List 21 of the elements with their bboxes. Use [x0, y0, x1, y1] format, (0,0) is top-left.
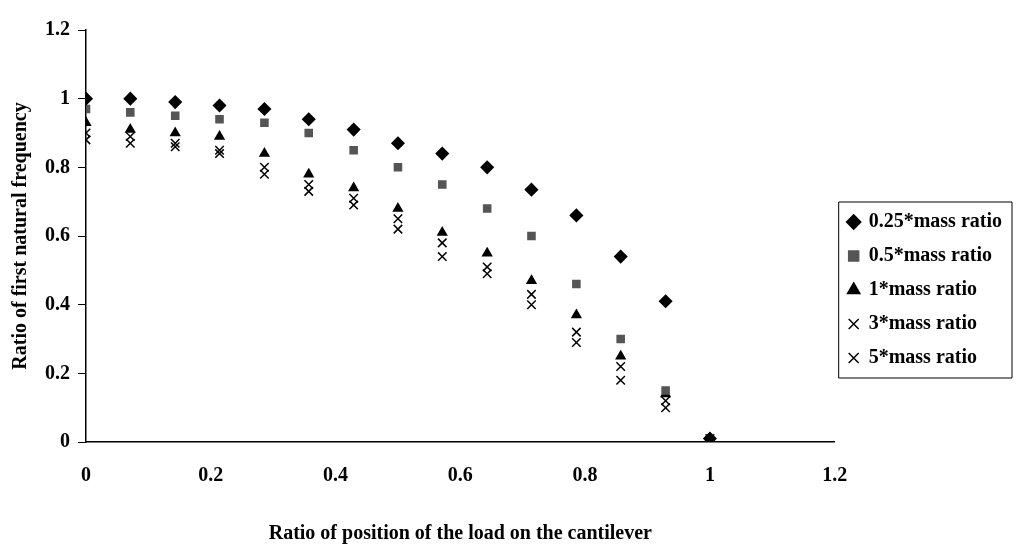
- y-tick-label: 0.6: [45, 223, 70, 246]
- x-tick-label: 0.8: [572, 463, 598, 486]
- x-tick-label: 0.2: [198, 463, 224, 486]
- x-tick-label: 0.4: [323, 463, 349, 486]
- legend-label: 0.25*mass ratio: [868, 209, 1003, 232]
- legend-label: 3*mass ratio: [868, 311, 978, 334]
- y-tick-label: 0.8: [45, 154, 70, 177]
- legend-label: 0.5*mass ratio: [868, 243, 993, 266]
- x-tick-label: 1: [704, 463, 715, 486]
- x-axis-title: Ratio of position of the load on the cantilever: [268, 521, 653, 545]
- y-tick-label: 0: [60, 429, 70, 452]
- x-tick-label: 1.2: [822, 463, 848, 486]
- x-tick-label: 0: [81, 463, 91, 486]
- y-tick-label: 1: [60, 85, 70, 108]
- y-axis-title: Ratio of first natural frequency: [8, 102, 32, 370]
- y-tick-label: 0.2: [45, 360, 70, 383]
- y-tick-label: 1.2: [45, 17, 70, 40]
- x-tick-label: 0.6: [447, 463, 473, 486]
- y-tick-label: 0.4: [45, 291, 70, 314]
- legend-label: 1*mass ratio: [868, 277, 978, 300]
- legend-label: 5*mass ratio: [868, 345, 978, 368]
